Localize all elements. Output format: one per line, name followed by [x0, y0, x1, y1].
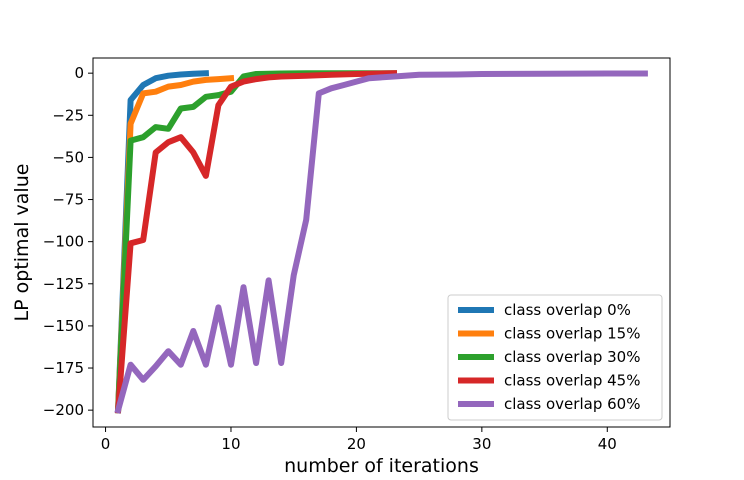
y-tick-label: −75	[52, 191, 84, 209]
legend-label: class overlap 45%	[504, 372, 640, 390]
legend-label: class overlap 0%	[504, 301, 631, 319]
y-tick-label: −25	[52, 106, 84, 124]
y-tick-label: −100	[43, 233, 84, 251]
legend-label: class overlap 15%	[504, 325, 640, 343]
legend-label: class overlap 30%	[504, 348, 640, 366]
y-axis: 0 −25 −50 −75 −100 −125 −150 −175 −200	[43, 64, 93, 419]
plot-area	[92, 57, 671, 428]
series-line-4	[114, 70, 648, 414]
legend: class overlap 0% class overlap 15% class o…	[447, 294, 663, 421]
x-tick-label: 10	[221, 435, 240, 453]
series-line-1	[114, 74, 235, 414]
x-tick-label: 0	[101, 435, 111, 453]
legend-box	[447, 294, 663, 421]
y-axis-label: LP optimal value	[11, 164, 33, 322]
y-tick-label: 0	[74, 64, 84, 82]
series-layer	[114, 70, 648, 414]
legend-label: class overlap 60%	[504, 395, 640, 413]
series-line-0	[114, 70, 210, 414]
x-tick-label: 30	[472, 435, 491, 453]
x-axis: 0 10 20 30 40	[101, 427, 617, 453]
y-tick-label: −50	[52, 148, 84, 166]
x-tick-label: 20	[347, 435, 366, 453]
y-tick-label: −200	[43, 401, 84, 419]
x-tick-label: 40	[598, 435, 617, 453]
x-axis-label: number of iterations	[284, 455, 479, 477]
y-tick-label: −125	[43, 275, 84, 293]
y-tick-label: −175	[43, 359, 84, 377]
series-line-3	[114, 70, 398, 414]
y-tick-label: −150	[43, 317, 84, 335]
